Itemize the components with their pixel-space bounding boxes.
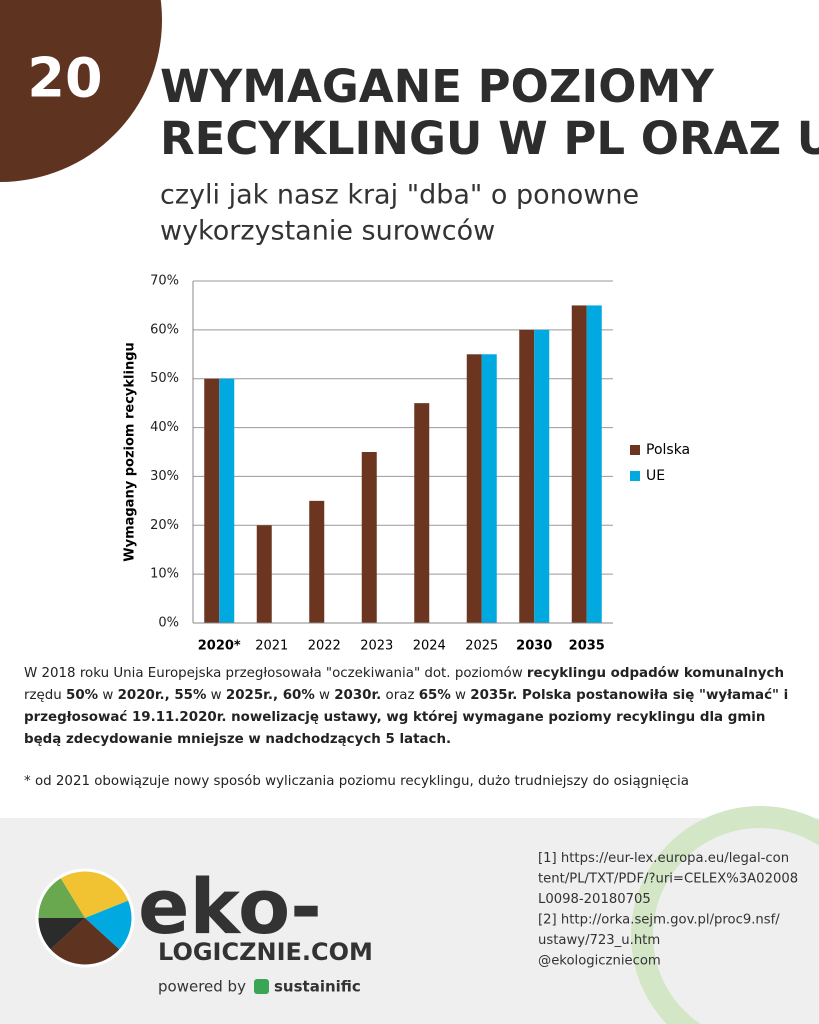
bar <box>219 378 235 623</box>
bar <box>586 305 602 623</box>
logo-text: eko- <box>138 862 322 951</box>
legend-swatch <box>630 445 640 455</box>
number: 20 <box>27 47 102 110</box>
bar <box>256 525 272 623</box>
description-run: w <box>450 688 471 703</box>
y-tick-label: 40% <box>150 420 179 435</box>
description-run: 2025r., 60% <box>225 688 315 703</box>
x-tick-label: 2023 <box>360 639 393 654</box>
y-tick-label: 0% <box>158 616 179 631</box>
bar <box>466 354 482 623</box>
description-run: w <box>206 688 226 703</box>
description-run: oraz <box>381 688 419 703</box>
x-tick-label: 2030 <box>516 639 552 654</box>
x-tick-label: 2021 <box>255 639 288 654</box>
bar <box>519 329 535 623</box>
source-line: ustawy/723_u.htm <box>538 933 660 948</box>
description-run: w <box>314 688 335 703</box>
brand-icon <box>254 979 269 994</box>
description-run: 50% <box>66 688 99 703</box>
bar <box>534 329 550 623</box>
y-axis-label: Wymagany poziom recyklingu <box>123 342 138 562</box>
legend-label: Polska <box>646 442 690 458</box>
y-tick-label: 70% <box>150 274 179 289</box>
bar <box>361 452 377 623</box>
y-tick-label: 60% <box>150 322 179 337</box>
y-tick-label: 20% <box>150 518 179 533</box>
bar <box>481 354 497 623</box>
title: RECYKLINGU W PL ORAZ UE <box>160 112 819 165</box>
subtitle: czyli jak nasz kraj "dba" o ponowne <box>160 180 639 211</box>
decor-ring <box>631 806 819 1024</box>
description-run: 65% <box>418 688 451 703</box>
footnote: * od 2021 obowiązuje nowy sposób wylicza… <box>24 774 689 789</box>
bar <box>571 305 587 623</box>
powered-by: powered by <box>158 978 246 996</box>
source-line: tent/PL/TXT/PDF/?uri=CELEX%3A02008 <box>538 872 798 887</box>
x-tick-label: 2025 <box>465 639 498 654</box>
badge <box>0 0 162 182</box>
y-tick-label: 30% <box>150 469 179 484</box>
logo <box>35 868 135 968</box>
x-tick-label: 2024 <box>413 639 446 654</box>
x-tick-label: 2035 <box>569 639 605 654</box>
description-run: W 2018 roku Unia Europejska przegłosował… <box>24 666 527 681</box>
bar <box>204 378 220 623</box>
y-tick-label: 50% <box>150 371 179 386</box>
title: WYMAGANE POZIOMY <box>160 60 715 113</box>
subtitle: wykorzystanie surowców <box>160 216 495 247</box>
source-line: [1] https://eur-lex.europa.eu/legal-con <box>538 851 789 866</box>
x-tick-label: 2020* <box>198 639 241 654</box>
bar <box>309 500 325 623</box>
legend-label: UE <box>646 468 665 484</box>
description-run: rzędu <box>24 688 67 703</box>
source-line: L0098-20180705 <box>538 892 651 907</box>
legend-swatch <box>630 471 640 481</box>
brand: sustainific <box>274 978 361 996</box>
bar <box>414 403 430 623</box>
source-line: @ekologiczniecom <box>538 954 661 969</box>
source-line: [2] http://orka.sejm.gov.pl/proc9.nsf/ <box>538 913 780 928</box>
description-run: 2020r., 55% <box>117 688 207 703</box>
description: W 2018 roku Unia Europejska przegłosował… <box>24 663 799 751</box>
y-tick-label: 10% <box>150 567 179 582</box>
x-tick-label: 2022 <box>308 639 341 654</box>
logo-domain: LOGICZNIE.COM <box>158 938 373 966</box>
description-run: 2030r. <box>334 688 382 703</box>
description-run: 2035r. Polska postanowiła się "wyłamać" … <box>24 688 789 747</box>
description-run: recyklingu odpadów komunalnych <box>526 666 785 681</box>
description-run: w <box>98 688 118 703</box>
